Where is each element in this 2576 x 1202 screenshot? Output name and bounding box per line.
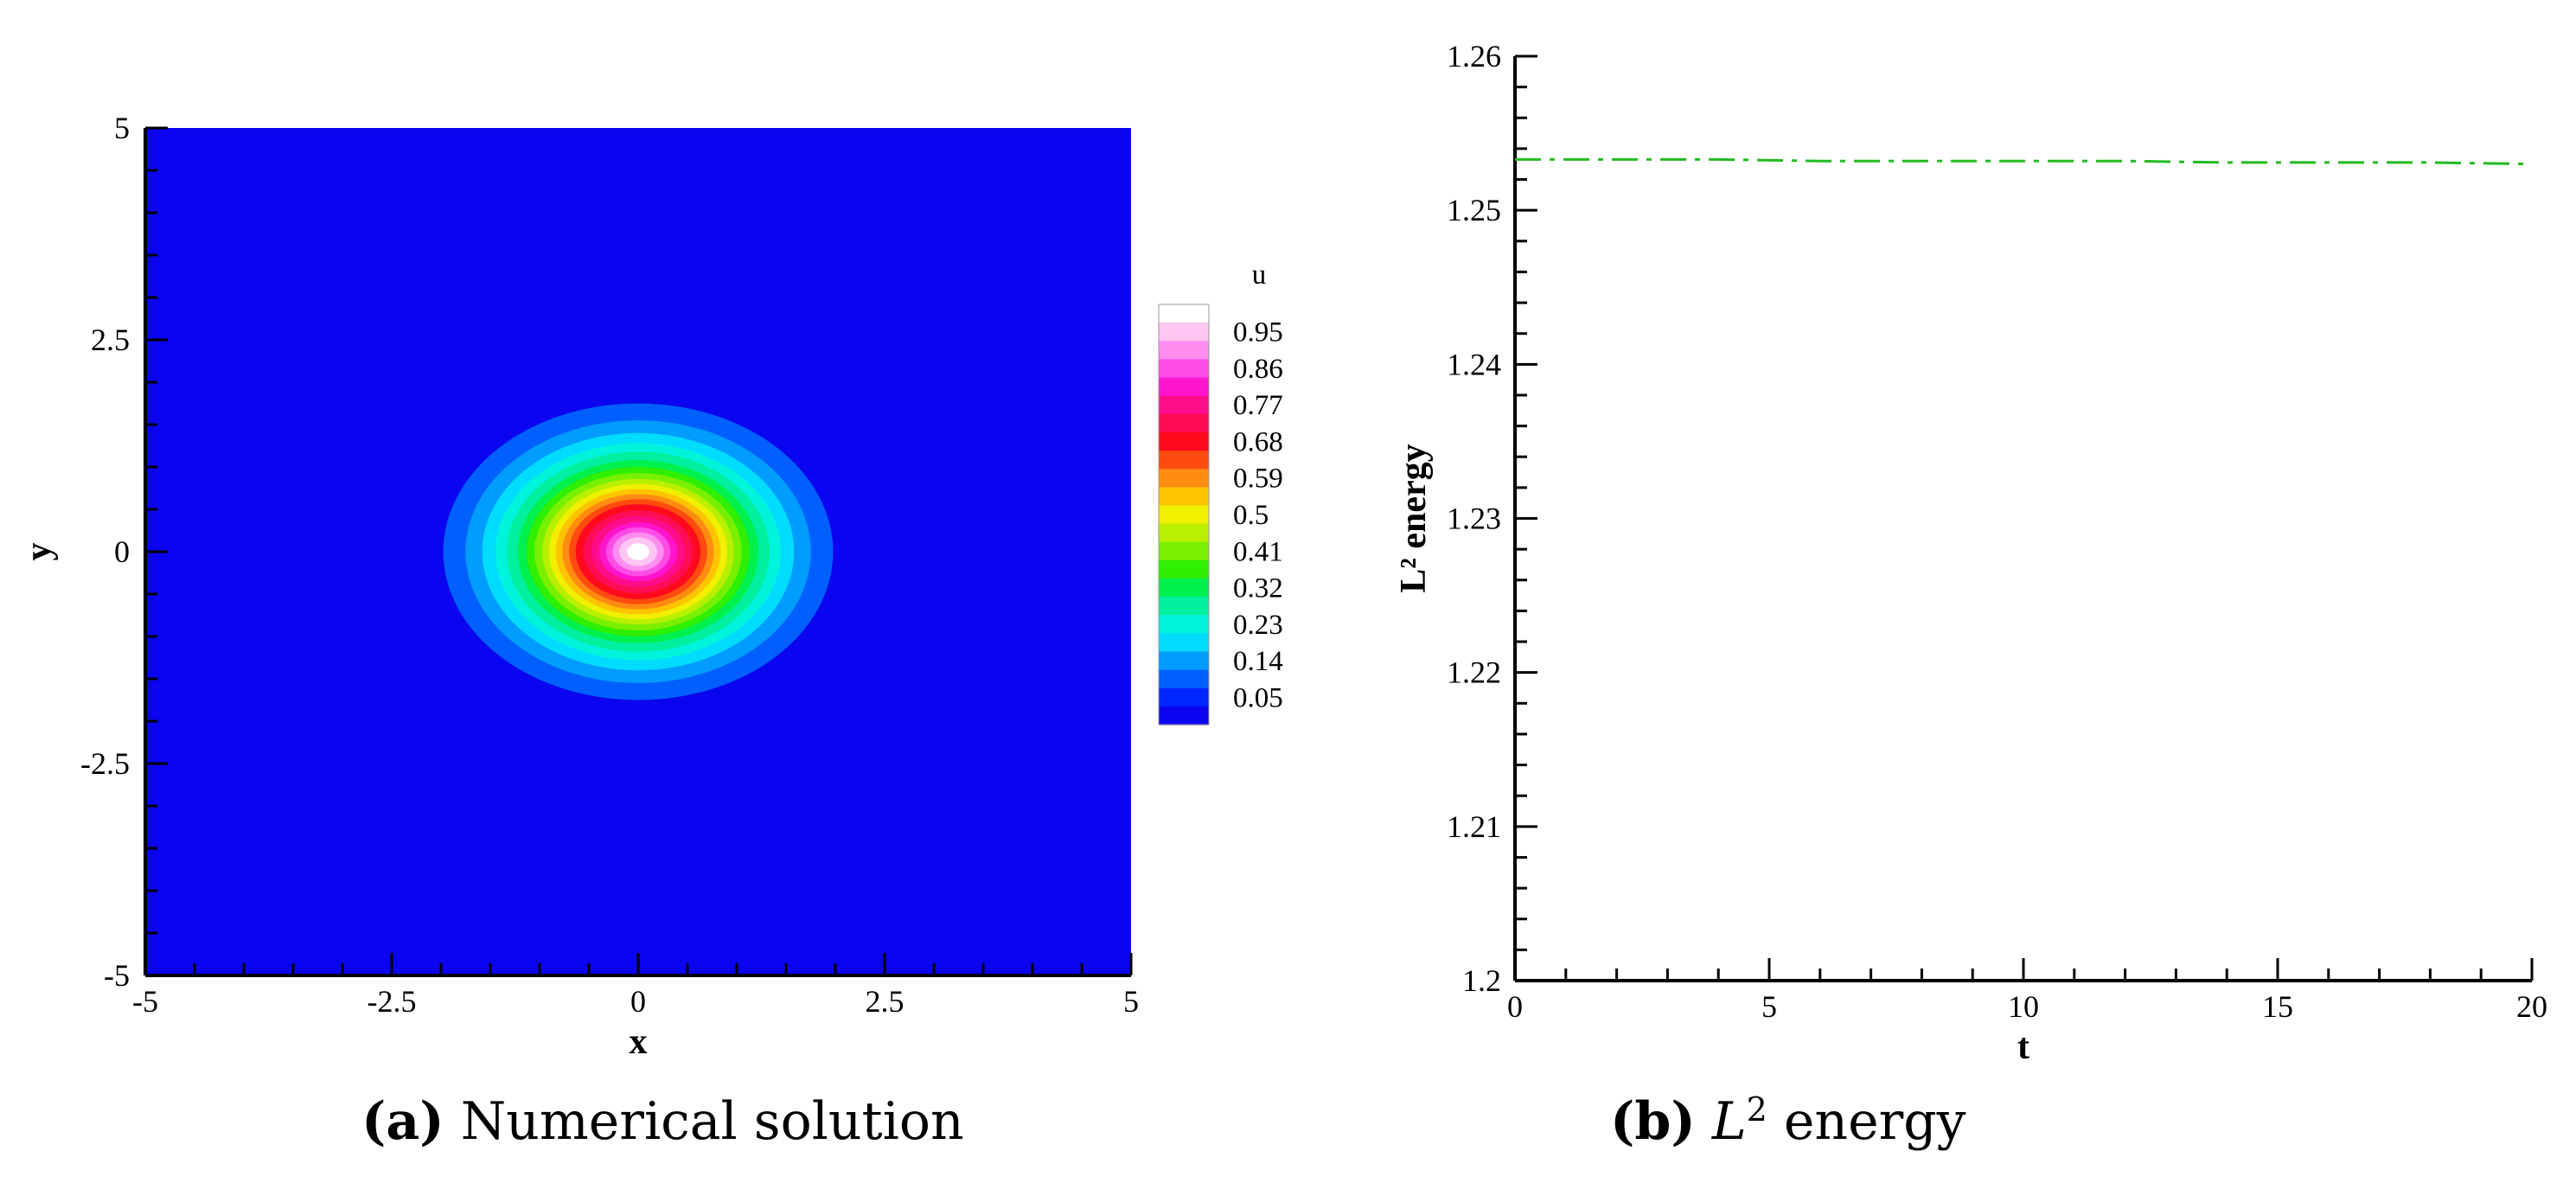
colorbar-swatch: [1159, 651, 1209, 671]
colorbar-swatch: [1159, 359, 1209, 379]
energy-x-tick-label: 15: [2262, 989, 2293, 1024]
caption-b-sup: 2: [1746, 1090, 1767, 1128]
contour-x-tick-label: -2.5: [368, 984, 417, 1019]
colorbar-swatch: [1159, 451, 1209, 470]
colorbar-swatch: [1159, 559, 1209, 579]
contour-y-axis-title: y: [19, 543, 59, 561]
colorbar-swatch: [1159, 505, 1209, 525]
colorbar-swatch: [1159, 432, 1209, 451]
colorbar-label: 0.05: [1233, 682, 1283, 713]
colorbar-swatch: [1159, 469, 1209, 488]
energy-x-tick-label: 5: [1761, 989, 1777, 1024]
contour-y-tick-label: 2.5: [91, 323, 130, 357]
colorbar-swatch: [1159, 541, 1209, 561]
colorbar-label: 0.95: [1233, 317, 1283, 348]
colorbar-label: 0.68: [1233, 426, 1283, 457]
contour-rings: [443, 403, 834, 700]
energy-axes: 0 5 10 15 20 1.2 1.21 1.22 1.23 1.24 1.25 1.26: [1447, 39, 2547, 1024]
energy-y-tick-label: 1.21: [1447, 809, 1501, 844]
energy-y-tick-label: 1.25: [1447, 193, 1501, 227]
colorbar-swatch: [1159, 487, 1209, 507]
colorbar-label: 0.77: [1233, 390, 1283, 421]
energy-x-axis-title: t: [2017, 1027, 2029, 1067]
colorbar-swatch: [1159, 578, 1209, 598]
colorbar: u 0.95 0.86 0.77 0.68 0.59 0.5 0.41 0.32 0.23 0.1…: [1158, 259, 1283, 726]
colorbar-swatch: [1159, 413, 1209, 433]
energy-series-line-0: [1515, 157, 2533, 166]
colorbar-label: 0.59: [1233, 464, 1283, 495]
energy-panel: 0 5 10 15 20 1.2 1.21 1.22 1.23 1.24 1.25 1.26 t L²…: [1394, 39, 2547, 1067]
colorbar-swatch: [1159, 615, 1209, 634]
contour-y-tick-label: -2.5: [80, 746, 130, 781]
energy-x-tick-label: 0: [1507, 989, 1523, 1024]
colorbar-swatch: [1159, 395, 1209, 415]
contour-y-tick-label: -5: [104, 958, 130, 993]
contour-ring-20: [627, 543, 649, 560]
caption-b: (b) L2 energy: [1610, 1091, 1966, 1152]
contour-y-tick-label: 5: [114, 111, 130, 145]
colorbar-swatch: [1159, 597, 1209, 616]
colorbar-title: u: [1252, 259, 1267, 291]
energy-y-tick-label: 1.26: [1447, 39, 1501, 74]
colorbar-label: 0.14: [1233, 646, 1283, 677]
colorbar-swatch: [1159, 669, 1209, 689]
energy-series: [1515, 157, 2533, 166]
contour-x-tick-label: 5: [1123, 984, 1139, 1019]
contour-x-tick-label: -5: [132, 984, 158, 1019]
energy-y-axis-title: L² energy: [1394, 444, 1434, 592]
energy-x-tick-label: 20: [2516, 989, 2547, 1024]
contour-panel: -5 -2.5 0 2.5 5 -5 -2.5 0 2.5 5 x y u 0.95 0.86 0.7…: [19, 111, 1283, 1062]
caption-b-text: energy: [1767, 1091, 1966, 1152]
colorbar-swatches: [1158, 304, 1210, 726]
contour-y-tick-label: 0: [114, 534, 130, 569]
energy-y-tick-label: 1.24: [1447, 347, 1501, 381]
colorbar-swatch: [1159, 341, 1209, 360]
caption-a: (a) Numerical solution: [361, 1091, 964, 1152]
colorbar-swatch: [1159, 523, 1209, 543]
colorbar-swatch: [1158, 304, 1210, 324]
colorbar-swatch: [1159, 706, 1209, 726]
contour-axes: -5 -2.5 0 2.5 5 -5 -2.5 0 2.5 5: [80, 111, 1139, 1019]
energy-x-tick-label: 10: [2008, 989, 2039, 1024]
colorbar-swatch: [1159, 687, 1209, 707]
contour-x-tick-label: 2.5: [866, 984, 904, 1019]
contour-x-axis-title: x: [630, 1022, 648, 1062]
colorbar-label: 0.5: [1233, 500, 1269, 531]
colorbar-label: 0.23: [1233, 610, 1283, 641]
colorbar-label: 0.41: [1233, 536, 1283, 567]
colorbar-swatch: [1159, 377, 1209, 397]
colorbar-label: 0.86: [1233, 354, 1283, 385]
colorbar-swatch: [1159, 323, 1209, 342]
caption-a-text: Numerical solution: [444, 1091, 964, 1152]
caption-a-tag: (a): [361, 1091, 444, 1152]
colorbar-frame: [1158, 304, 1210, 726]
energy-y-axis-title-text: L² energy: [1394, 444, 1434, 592]
energy-y-tick-label: 1.2: [1462, 963, 1501, 998]
colorbar-swatch: [1159, 633, 1209, 653]
caption-b-tag: (b): [1610, 1091, 1696, 1152]
colorbar-labels: 0.95 0.86 0.77 0.68 0.59 0.5 0.41 0.32 0.23 0.14 0…: [1233, 317, 1283, 714]
colorbar-label: 0.32: [1233, 573, 1283, 604]
energy-y-tick-label: 1.22: [1447, 655, 1501, 690]
energy-y-tick-label: 1.23: [1447, 502, 1501, 536]
caption-b-math: L: [1711, 1091, 1747, 1152]
contour-x-tick-label: 0: [630, 984, 646, 1019]
